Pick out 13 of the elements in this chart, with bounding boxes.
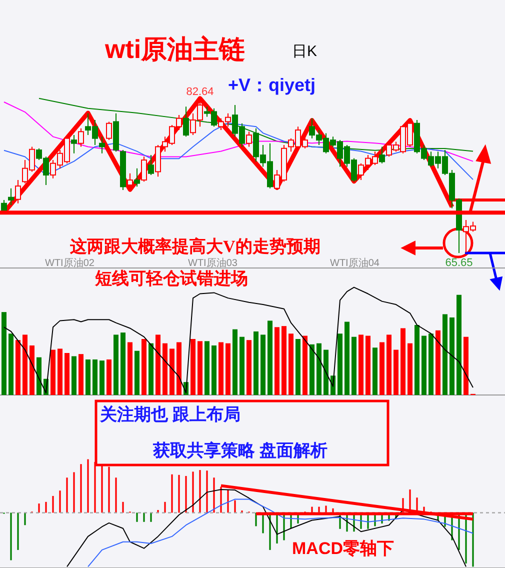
text: WTI原油03 (188, 257, 238, 269)
text: 关注期也 跟上布局 (99, 405, 240, 424)
chart-subtitle: 日K (292, 43, 318, 60)
chart-title: wti原油主链 (104, 34, 246, 64)
annotation: 65.65 (445, 257, 473, 269)
annotation: 获取共享策略 盘面解析 (152, 441, 328, 460)
annotation: 短线可轻仓试错进场 (94, 269, 248, 288)
annotation: MACD零轴下 (292, 539, 394, 558)
text: WTI原油02 (45, 257, 95, 269)
annotation: 这两跟大概率提高大V的走势预期 (69, 237, 320, 256)
text: WTI原油04 (330, 257, 380, 269)
annotation: 82.64 (186, 86, 214, 98)
text: +V：qiyetj (228, 75, 316, 95)
